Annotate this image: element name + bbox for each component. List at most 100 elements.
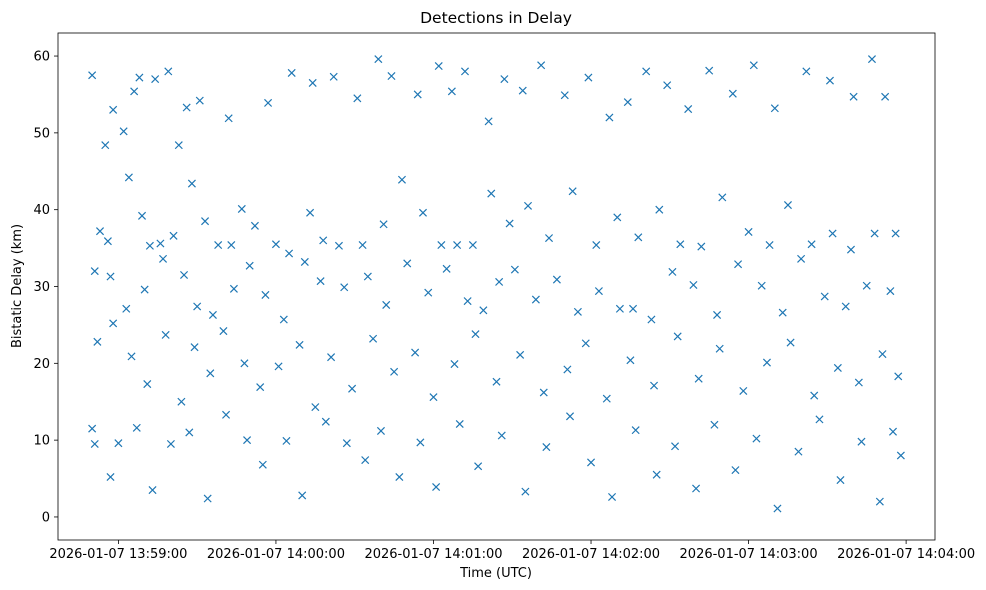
data-point xyxy=(379,220,388,229)
data-point xyxy=(180,270,189,280)
data-point xyxy=(881,92,890,101)
data-point xyxy=(631,426,640,435)
y-tick-label: 20 xyxy=(33,357,50,372)
x-tick-label: 2026-01-07 14:01:00 xyxy=(364,547,502,562)
data-point xyxy=(453,240,462,250)
data-point xyxy=(164,67,173,76)
data-point xyxy=(237,204,246,213)
data-point xyxy=(460,67,470,76)
data-point xyxy=(295,340,304,349)
y-tick-label: 10 xyxy=(33,434,50,449)
data-point xyxy=(500,75,509,84)
data-point xyxy=(397,175,406,184)
data-point xyxy=(828,229,837,238)
data-point xyxy=(159,254,168,263)
data-point xyxy=(450,360,459,369)
data-point xyxy=(615,304,624,313)
data-point xyxy=(802,67,811,76)
data-point xyxy=(279,315,288,324)
data-point xyxy=(455,419,464,429)
data-point xyxy=(145,241,154,250)
data-point xyxy=(463,297,472,306)
data-point xyxy=(135,73,144,82)
data-point xyxy=(334,241,343,250)
data-point xyxy=(492,377,501,386)
data-point xyxy=(862,281,871,290)
data-point xyxy=(762,358,771,367)
data-point xyxy=(229,284,238,293)
data-point xyxy=(581,339,590,348)
data-point xyxy=(329,72,338,81)
data-point xyxy=(668,267,677,276)
data-point xyxy=(376,426,385,435)
x-tick-label: 2026-01-07 14:04:00 xyxy=(837,547,975,562)
data-point xyxy=(613,213,622,222)
data-point xyxy=(647,315,656,324)
data-point xyxy=(552,275,561,284)
data-point xyxy=(124,173,133,182)
data-point xyxy=(629,304,638,313)
data-point xyxy=(623,98,632,107)
data-point xyxy=(287,68,296,77)
data-point xyxy=(765,240,774,250)
data-point xyxy=(487,189,496,198)
data-point xyxy=(875,497,884,506)
data-point xyxy=(177,397,186,406)
data-point xyxy=(166,439,175,449)
y-tick-label: 30 xyxy=(33,280,50,295)
data-point xyxy=(122,304,131,313)
data-point xyxy=(602,394,611,403)
data-point xyxy=(285,249,294,258)
data-point xyxy=(442,264,451,273)
data-point xyxy=(896,451,905,460)
data-point xyxy=(523,201,533,210)
data-point xyxy=(563,365,572,374)
data-point xyxy=(169,231,178,240)
data-point xyxy=(206,369,215,378)
data-point xyxy=(353,94,362,103)
data-point xyxy=(587,458,596,467)
data-point xyxy=(437,240,446,250)
data-point xyxy=(568,187,577,196)
data-point xyxy=(395,472,404,482)
plot-area-frame xyxy=(57,32,936,541)
data-point xyxy=(411,348,420,357)
data-point xyxy=(810,391,819,400)
data-point xyxy=(565,412,575,421)
data-point xyxy=(544,234,554,243)
data-point xyxy=(495,277,504,286)
data-point xyxy=(857,437,866,446)
data-point xyxy=(468,240,477,250)
data-point xyxy=(642,67,651,76)
data-point xyxy=(849,92,858,101)
data-point xyxy=(340,283,349,292)
data-point xyxy=(797,254,806,263)
data-point xyxy=(888,427,898,436)
data-point xyxy=(374,55,383,64)
data-point xyxy=(109,105,118,114)
x-axis-label: Time (UTC) xyxy=(459,566,532,581)
y-tick-label: 50 xyxy=(33,126,50,141)
y-tick-label: 0 xyxy=(42,510,50,525)
data-point xyxy=(256,383,265,392)
data-point xyxy=(710,420,719,429)
data-point xyxy=(424,288,433,297)
data-point xyxy=(127,352,136,361)
data-point xyxy=(358,240,367,250)
data-point xyxy=(321,417,330,426)
data-point xyxy=(300,257,309,266)
data-point xyxy=(825,76,834,85)
data-point xyxy=(119,127,128,136)
data-point xyxy=(413,90,422,99)
data-point xyxy=(673,332,682,341)
data-point xyxy=(342,439,351,448)
data-point xyxy=(854,378,863,387)
data-point xyxy=(770,104,779,113)
data-point xyxy=(713,310,722,319)
data-point xyxy=(815,415,824,424)
data-point xyxy=(261,290,270,299)
data-point xyxy=(208,310,217,319)
data-point xyxy=(190,343,199,352)
data-point xyxy=(306,208,315,217)
data-point xyxy=(137,211,147,220)
